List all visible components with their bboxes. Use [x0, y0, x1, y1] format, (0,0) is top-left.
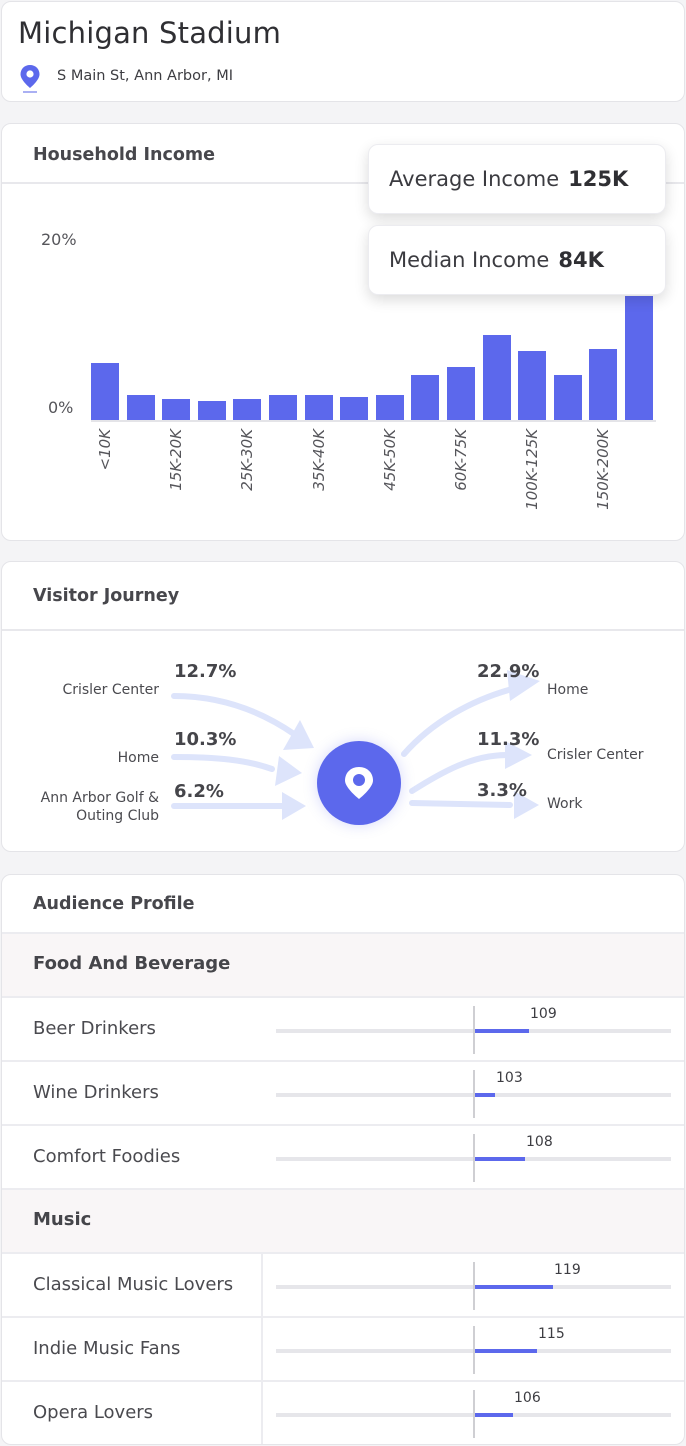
index-value: 103: [496, 1070, 523, 1086]
venue-center-node: [317, 741, 401, 825]
venue-address: S Main St, Ann Arbor, MI: [57, 68, 233, 84]
index-bar-fill: [475, 1349, 537, 1353]
income-bar[interactable]: [518, 351, 547, 421]
inbound-pct-home: 10.3%: [174, 729, 237, 750]
index-baseline-marker: [473, 1326, 475, 1374]
list-item-wine-drinkers[interactable]: Wine Drinkers 103: [2, 1060, 684, 1124]
income-bar[interactable]: [162, 399, 191, 421]
category-header-music[interactable]: Music: [2, 1188, 684, 1252]
index-value: 109: [530, 1006, 557, 1022]
index-baseline-marker: [473, 1070, 475, 1118]
index-value: 108: [526, 1134, 553, 1150]
list-item-opera-lovers[interactable]: Opera Lovers 106: [2, 1380, 684, 1444]
index-value: 119: [554, 1262, 581, 1278]
divider: [2, 629, 684, 631]
y-tick-0: 0%: [48, 398, 74, 417]
median-income-label: Median Income: [389, 248, 550, 272]
x-tick-label: 100K-125K: [523, 429, 542, 510]
segment-label: Beer Drinkers: [33, 1018, 156, 1039]
index-bar-fill: [475, 1285, 553, 1289]
index-baseline-marker: [473, 1390, 475, 1438]
average-income-value: 125K: [568, 167, 629, 191]
map-pin-icon: [20, 65, 40, 93]
x-tick-label: 45K-50K: [380, 429, 399, 491]
income-bar[interactable]: [91, 363, 119, 421]
column-divider: [261, 1254, 263, 1318]
outbound-label-home: Home: [547, 682, 589, 698]
list-item-classical-music-lovers[interactable]: Classical Music Lovers 119: [2, 1252, 684, 1318]
category-label: Music: [33, 1209, 92, 1230]
segment-label: Indie Music Fans: [33, 1338, 181, 1359]
category-header-food-and-beverage[interactable]: Food And Beverage: [2, 932, 684, 996]
income-bar[interactable]: [447, 367, 475, 421]
average-income-label: Average Income: [389, 167, 560, 191]
income-bar-chart: [91, 294, 656, 421]
inbound-label-home: Home: [117, 750, 159, 766]
x-tick-label: 35K-40K: [309, 429, 328, 491]
audience-profile-card: Audience Profile Food And Beverage Beer …: [1, 874, 685, 1445]
inbound-pct-crisler-center: 12.7%: [174, 661, 237, 682]
income-bar[interactable]: [269, 395, 297, 421]
x-axis-line: [91, 420, 656, 422]
column-divider: [261, 1382, 263, 1444]
income-bar[interactable]: [375, 395, 404, 421]
income-bar[interactable]: [126, 395, 155, 421]
income-bar[interactable]: [553, 375, 582, 421]
x-tick-label: 150K-200K: [594, 429, 613, 510]
outbound-pct-work: 3.3%: [477, 780, 527, 801]
list-item-beer-drinkers[interactable]: Beer Drinkers 109: [2, 996, 684, 1060]
income-bar[interactable]: [625, 296, 653, 421]
column-divider: [261, 1318, 263, 1382]
income-bar[interactable]: [589, 349, 618, 421]
list-item-comfort-foodies[interactable]: Comfort Foodies 108: [2, 1124, 684, 1188]
x-tick-label: 15K-20K: [167, 429, 186, 491]
divider: [2, 182, 684, 184]
index-value: 115: [538, 1326, 565, 1342]
index-baseline-marker: [473, 1134, 475, 1182]
income-bar[interactable]: [411, 375, 440, 421]
segment-label: Wine Drinkers: [33, 1082, 159, 1103]
median-income-value: 84K: [558, 248, 604, 272]
inbound-label-crisler-center: Crisler Center: [62, 682, 159, 698]
segment-label: Comfort Foodies: [33, 1146, 181, 1167]
household-income-title: Household Income: [33, 145, 215, 165]
map-pin-icon: [345, 767, 373, 799]
income-bar[interactable]: [197, 401, 226, 421]
income-bar[interactable]: [304, 395, 333, 421]
outbound-pct-home: 22.9%: [477, 661, 540, 682]
outbound-label-work: Work: [547, 796, 583, 812]
x-tick-label: <10K: [96, 429, 114, 471]
x-tick-label: 25K-30K: [238, 429, 257, 491]
journey-flow-arrows: [171, 670, 540, 820]
category-label: Food And Beverage: [33, 953, 231, 974]
income-bar[interactable]: [233, 399, 262, 421]
x-tick-label: 60K-75K: [452, 429, 470, 491]
outbound-pct-crisler-center: 11.3%: [477, 729, 540, 750]
median-income-tooltip: Median Income 84K: [368, 225, 666, 295]
outbound-label-crisler-center: Crisler Center: [547, 747, 644, 763]
household-income-card: Household Income 20% 0% <10K 15K-20K 25K-3…: [1, 123, 685, 541]
inbound-pct-golf-club: 6.2%: [174, 781, 224, 802]
visitor-journey-card: Visitor Journey Crisler Center 12.7% Hom…: [1, 561, 685, 852]
visitor-journey-title: Visitor Journey: [33, 586, 180, 606]
index-baseline-marker: [473, 1006, 475, 1054]
inbound-label-golf-club: Ann Arbor Golf & Outing Club: [40, 790, 159, 824]
venue-title: Michigan Stadium: [18, 16, 282, 50]
list-item-indie-music-fans[interactable]: Indie Music Fans 115: [2, 1316, 684, 1382]
index-bar-fill: [475, 1413, 513, 1417]
segment-label: Opera Lovers: [33, 1402, 154, 1423]
segment-label: Classical Music Lovers: [33, 1274, 234, 1295]
index-baseline-marker: [473, 1262, 475, 1310]
index-value: 106: [514, 1390, 541, 1406]
y-tick-20: 20%: [41, 230, 77, 249]
income-bar[interactable]: [340, 397, 369, 421]
index-bar-fill: [475, 1029, 529, 1033]
index-bar-fill: [475, 1093, 495, 1097]
average-income-tooltip: Average Income 125K: [368, 144, 666, 214]
audience-profile-title: Audience Profile: [33, 894, 195, 914]
income-bar[interactable]: [482, 335, 511, 421]
index-bar-fill: [475, 1157, 525, 1161]
venue-header-card: Michigan Stadium S Main St, Ann Arbor, M…: [1, 1, 685, 102]
